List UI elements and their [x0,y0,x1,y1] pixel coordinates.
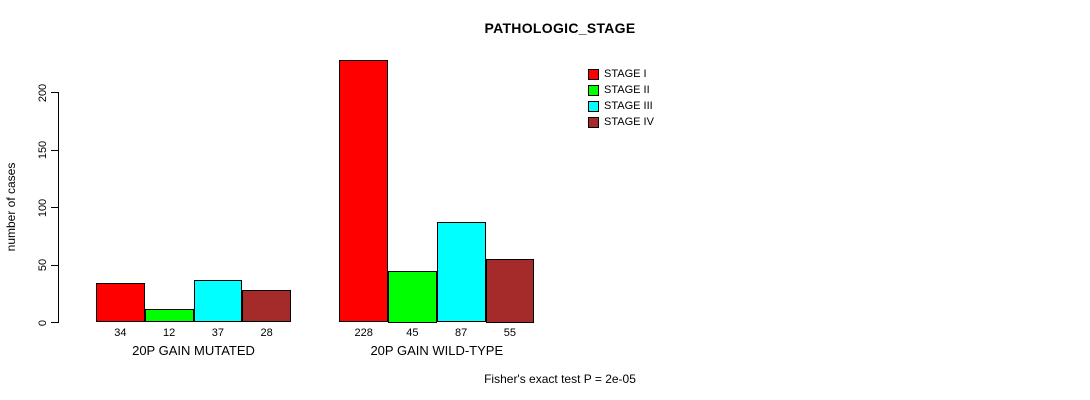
legend-item: STAGE II [588,82,654,98]
legend-item: STAGE III [588,98,654,114]
bar-value-label: 228 [354,327,373,339]
bar [242,290,291,323]
bar-value-label: 34 [114,327,127,339]
y-tick-label: 0 [37,319,49,326]
y-tick-label: 150 [37,140,49,160]
legend-label: STAGE III [604,99,653,112]
y-tick-mark [51,149,58,151]
y-tick-mark [51,322,58,323]
bar-value-label: 55 [503,327,517,339]
y-tick-mark [51,92,58,93]
legend-label: STAGE II [604,83,650,96]
legend-swatch [588,100,599,112]
y-axis-label: number of cases [4,162,18,252]
bar-value-label: 45 [406,327,419,339]
bar [436,222,486,323]
legend-label: STAGE IV [604,115,654,128]
legend-item: STAGE I [588,66,654,82]
legend: STAGE I STAGE II STAGE III STAGE IV [588,66,654,130]
y-axis-line [58,92,59,323]
bar [388,270,437,323]
bar-value-label: 37 [211,327,224,339]
bar-value-label: 12 [163,327,176,339]
footnote: Fisher's exact test P = 2e-05 [484,372,636,386]
bar [96,283,145,323]
group-label: 20P GAIN MUTATED [132,342,255,358]
y-tick-label: 50 [37,258,49,272]
y-tick-label: 200 [37,83,49,102]
group-label: 20P GAIN WILD-TYPE [370,342,504,358]
y-tick-label: 100 [37,198,49,217]
legend-swatch [588,116,599,128]
legend-label: STAGE I [604,67,647,80]
bar-value-label: 28 [260,327,273,339]
legend-item: STAGE IV [588,114,654,130]
bar [339,60,389,323]
y-tick-mark [51,207,58,208]
legend-swatch [588,84,599,96]
bar [193,279,243,323]
chart-title: PATHOLOGIC_STAGE [484,20,636,36]
bar [485,259,535,323]
bar-value-label: 87 [455,327,468,339]
legend-swatch [588,68,599,80]
bar [144,308,194,323]
y-tick-mark [51,264,58,266]
